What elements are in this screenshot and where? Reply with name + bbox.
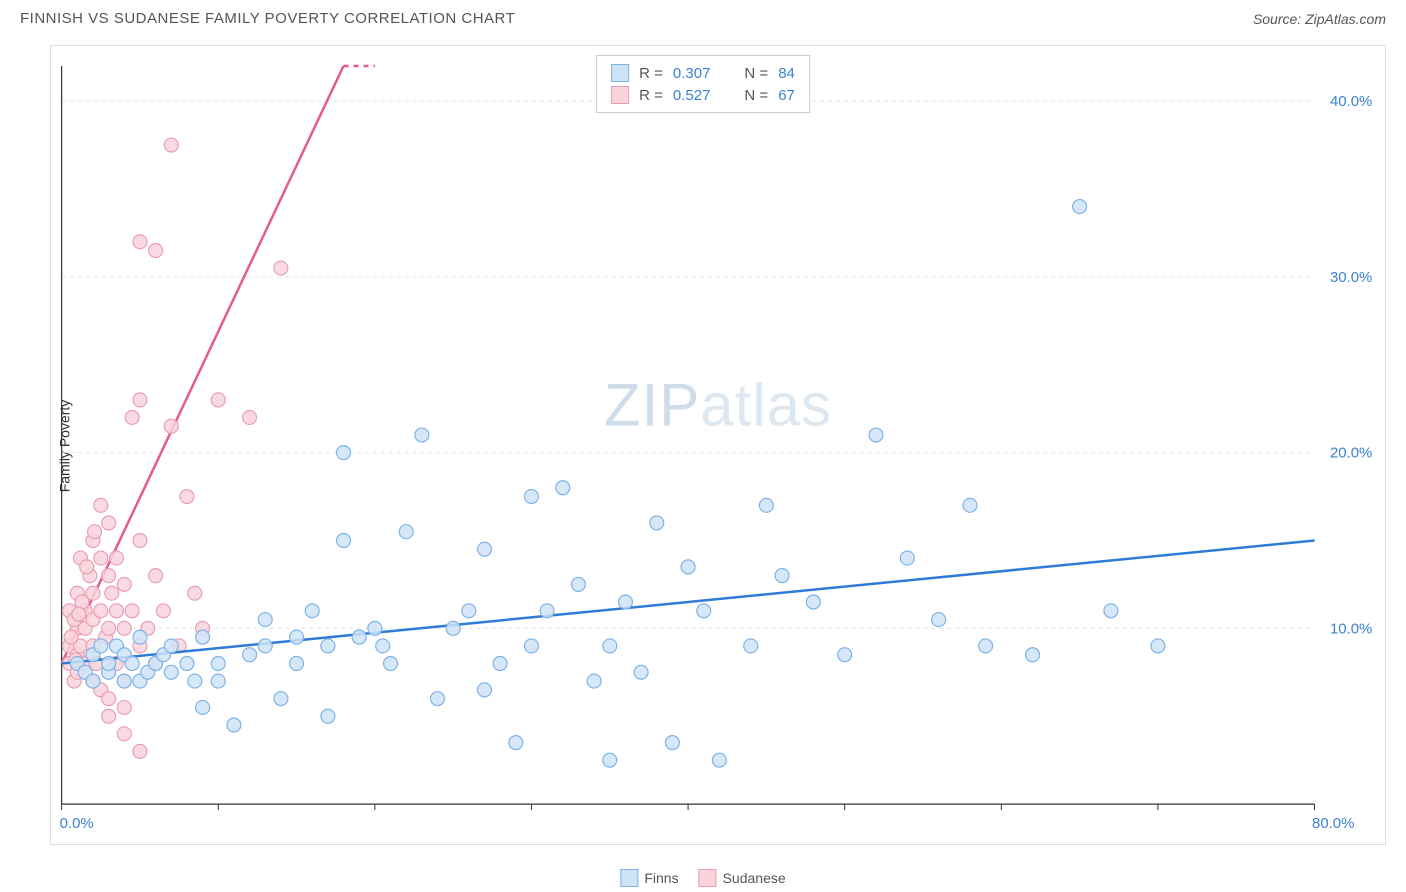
r-value: 0.307 [673, 65, 711, 82]
r-value: 0.527 [673, 87, 711, 104]
stats-row: R = 0.307 N = 84 [611, 62, 795, 84]
svg-text:20.0%: 20.0% [1330, 445, 1372, 462]
legend-item: Finns [620, 869, 678, 887]
series-legend: Finns Sudanese [620, 869, 785, 887]
source-label: Source: ZipAtlas.com [1253, 11, 1386, 27]
svg-text:10.0%: 10.0% [1330, 620, 1372, 637]
swatch-icon [699, 869, 717, 887]
swatch-icon [611, 64, 629, 82]
legend-label: Finns [644, 870, 678, 886]
swatch-icon [611, 86, 629, 104]
svg-text:30.0%: 30.0% [1330, 269, 1372, 286]
svg-text:80.0%: 80.0% [1312, 815, 1354, 832]
svg-text:0.0%: 0.0% [60, 815, 94, 832]
stats-legend-box: R = 0.307 N = 84 R = 0.527 N = 67 [596, 55, 810, 113]
stats-row: R = 0.527 N = 67 [611, 84, 795, 106]
scatter-plot: 10.0% 20.0% 30.0% 40.0% 0.0% 80.0% [51, 46, 1385, 844]
n-value: 67 [778, 87, 795, 104]
legend-label: Sudanese [723, 870, 786, 886]
n-label: N = [744, 87, 768, 104]
r-label: R = [639, 87, 663, 104]
r-label: R = [639, 65, 663, 82]
legend-item: Sudanese [699, 869, 786, 887]
chart-title: FINNISH VS SUDANESE FAMILY POVERTY CORRE… [20, 10, 515, 27]
n-value: 84 [778, 65, 795, 82]
chart-container: 10.0%20.0%30.0%40.0%0.0%80.0% ZIPatlas [50, 45, 1386, 845]
swatch-icon [620, 869, 638, 887]
n-label: N = [744, 65, 768, 82]
svg-text:40.0%: 40.0% [1330, 93, 1372, 110]
